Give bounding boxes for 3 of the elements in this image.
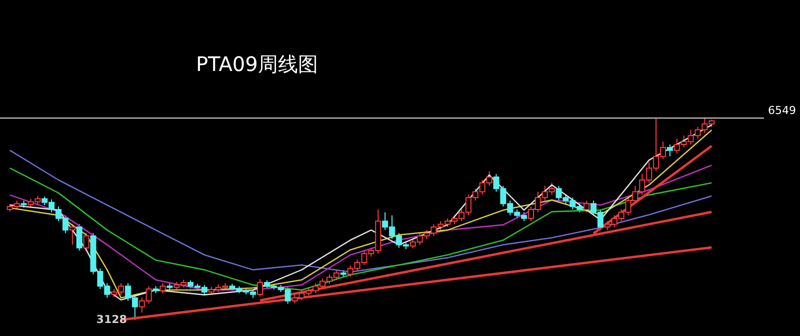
annotation: 3128: [96, 312, 127, 326]
chart-title: PTA09周线图: [196, 52, 318, 76]
text: 6549: [768, 104, 796, 118]
